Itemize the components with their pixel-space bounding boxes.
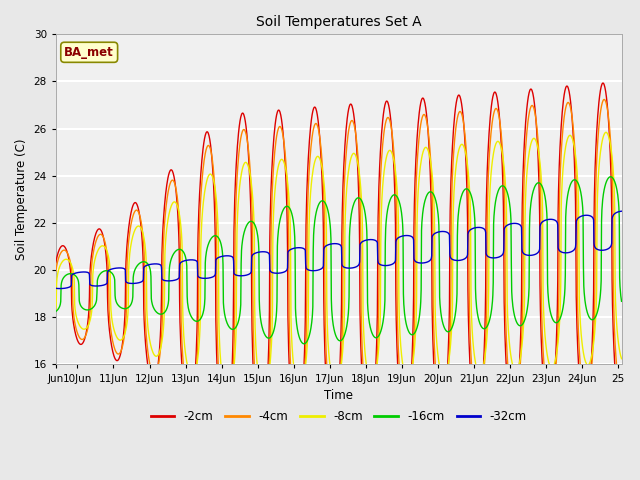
-8cm	[119, 336, 127, 341]
Line: -8cm: -8cm	[56, 132, 621, 395]
-4cm	[618, 392, 625, 398]
-8cm	[52, 306, 60, 312]
-8cm	[96, 245, 104, 251]
-8cm	[618, 356, 625, 361]
-2cm	[599, 80, 607, 86]
-2cm	[96, 226, 104, 232]
-16cm	[96, 272, 104, 277]
-2cm	[314, 118, 322, 123]
-4cm	[119, 343, 127, 348]
Line: -32cm: -32cm	[56, 211, 621, 288]
Title: Soil Temperatures Set A: Soil Temperatures Set A	[256, 15, 422, 29]
X-axis label: Time: Time	[324, 389, 353, 402]
-4cm	[374, 331, 382, 337]
-2cm	[374, 215, 382, 220]
-2cm	[618, 408, 625, 414]
-4cm	[314, 125, 322, 131]
-8cm	[374, 352, 382, 358]
-32cm	[292, 245, 300, 251]
-32cm	[304, 267, 312, 273]
-32cm	[96, 283, 104, 288]
-8cm	[304, 328, 312, 334]
-32cm	[56, 286, 64, 291]
-4cm	[600, 96, 608, 102]
-2cm	[221, 442, 228, 448]
-4cm	[52, 268, 60, 274]
Line: -16cm: -16cm	[56, 177, 621, 344]
-8cm	[292, 379, 300, 385]
-2cm	[304, 163, 312, 168]
Text: BA_met: BA_met	[64, 46, 114, 59]
-4cm	[222, 425, 230, 431]
Legend: -2cm, -4cm, -8cm, -16cm, -32cm: -2cm, -4cm, -8cm, -16cm, -32cm	[146, 406, 531, 428]
-16cm	[300, 341, 308, 347]
-8cm	[314, 154, 322, 159]
-16cm	[304, 336, 312, 342]
-4cm	[292, 417, 300, 423]
-32cm	[618, 208, 625, 214]
-16cm	[52, 309, 60, 314]
-32cm	[374, 259, 382, 265]
-4cm	[304, 194, 312, 200]
-16cm	[314, 203, 322, 209]
-8cm	[224, 392, 232, 398]
-8cm	[602, 130, 610, 135]
-32cm	[119, 265, 127, 271]
-16cm	[618, 299, 625, 304]
Line: -4cm: -4cm	[56, 99, 621, 428]
-4cm	[96, 232, 104, 238]
-16cm	[292, 312, 300, 318]
Line: -2cm: -2cm	[56, 83, 621, 445]
-32cm	[52, 286, 60, 291]
Y-axis label: Soil Temperature (C): Soil Temperature (C)	[15, 139, 28, 260]
-32cm	[314, 267, 322, 273]
-2cm	[52, 260, 60, 265]
-16cm	[119, 305, 127, 311]
-16cm	[607, 174, 614, 180]
-2cm	[119, 339, 127, 345]
-16cm	[374, 334, 382, 339]
-2cm	[292, 436, 300, 442]
